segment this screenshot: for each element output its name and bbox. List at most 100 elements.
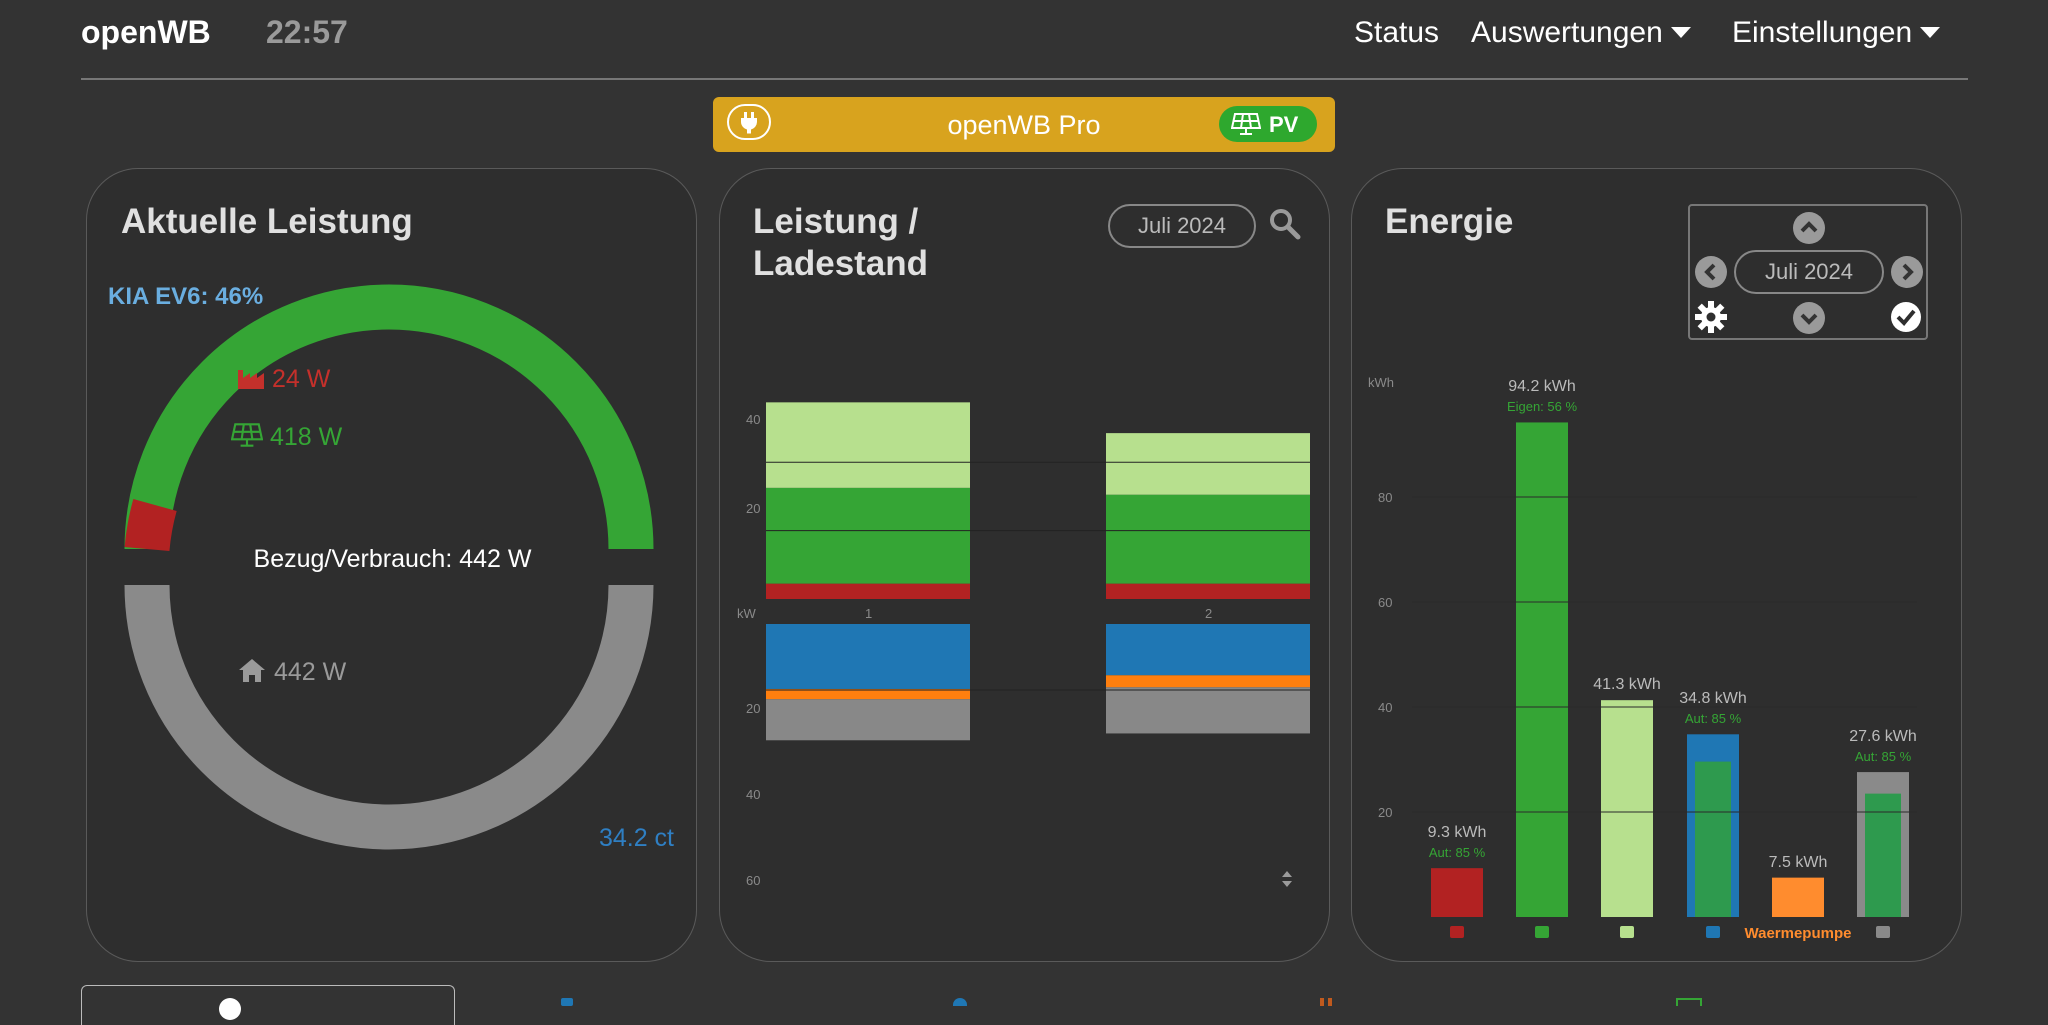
energy-bar-value: 7.5 kWh [1768, 853, 1828, 871]
nav-auswertungen-label: Auswertungen [1471, 16, 1663, 49]
energy-bar-share: Eigen: 56 % [1506, 399, 1578, 415]
pv-power: 418 W [231, 422, 342, 452]
y-tick-label: 80 [1378, 490, 1393, 505]
house-icon [1823, 925, 1943, 942]
y-tick-label: 40 [746, 787, 761, 802]
x-tick-label: 2 [1205, 606, 1213, 621]
vehicle-soc-label[interactable]: KIA EV6: 46% [108, 283, 264, 310]
tab-vehicle-icon[interactable] [953, 998, 967, 1006]
energy-bar-share: Aut: 85 % [1854, 749, 1912, 765]
power-bar-segment [1106, 433, 1310, 495]
consumption-summary: Bezug/Verbrauch: 442 W [253, 545, 532, 573]
y-tick-label: 40 [746, 412, 761, 427]
solar-panel-icon [1482, 925, 1602, 942]
house-icon [239, 659, 265, 682]
power-bar-segment [766, 583, 970, 599]
caret-down-icon [1670, 26, 1691, 38]
check-icon[interactable] [1889, 300, 1923, 334]
nav-einstellungen[interactable]: Einstellungen [1732, 16, 1941, 50]
current-power-panel: Aktuelle Leistung KIA EV6: 46% 24 W 418 … [86, 168, 697, 962]
chevron-down-icon[interactable] [1793, 302, 1825, 334]
energy-bar-share: Aut: 85 % [1684, 711, 1742, 727]
chevron-right-icon[interactable] [1891, 256, 1923, 288]
power-bar-segment [766, 402, 970, 488]
tab-charge-icon[interactable] [561, 998, 573, 1006]
nav-einstellungen-label: Einstellungen [1732, 16, 1913, 49]
power-bar-segment [766, 688, 970, 700]
brand-logo[interactable]: openWB [81, 14, 211, 50]
y-tick-label: 20 [1378, 805, 1393, 820]
energy-bar-value: 9.3 kWh [1427, 824, 1487, 842]
electricity-price: 34.2 ct [598, 824, 674, 852]
energy-bar[interactable] [1431, 868, 1483, 917]
energy-panel: Energie Juli 2024 kW [1351, 168, 1962, 962]
grid-power-value: 24 W [271, 365, 331, 393]
power-bar-chart [766, 402, 1310, 741]
energy-bar[interactable] [1516, 422, 1568, 917]
power-bar-segment [1106, 494, 1310, 584]
energy-bar[interactable] [1601, 700, 1653, 917]
panel-title: Aktuelle Leistung [121, 202, 413, 241]
clock: 22:57 [266, 14, 348, 50]
panel-title: Leistung / Ladestand [753, 201, 928, 285]
date-selector[interactable]: Juli 2024 [1108, 204, 1256, 248]
energy-bar-autarky [1865, 793, 1901, 917]
nav-status[interactable]: Status [1354, 16, 1439, 50]
energy-bar-value: 34.8 kWh [1679, 690, 1747, 708]
power-chart-panel: Leistung / Ladestand Juli 2024 40 20 kW … [719, 168, 1330, 962]
power-bar-segment [766, 699, 970, 741]
plug-button[interactable] [727, 104, 771, 140]
charge-mode-badge[interactable]: PV [1219, 106, 1317, 142]
chevron-up-icon[interactable] [1793, 212, 1825, 244]
gear-icon[interactable] [1694, 300, 1728, 334]
power-bar-segment [1106, 583, 1310, 599]
factory-icon [1397, 925, 1517, 942]
power-ring [124, 284, 654, 850]
category-label: Waermepumpe [1744, 925, 1852, 942]
y-tick-label: 20 [746, 701, 761, 716]
power-bar-segment [1106, 675, 1310, 688]
power-bar-segment [1106, 624, 1310, 676]
date-navigator: Juli 2024 [1688, 204, 1928, 340]
panel-title-line2: Ladestand [753, 244, 929, 283]
tab-active[interactable] [81, 985, 455, 1025]
pv-power-value: 418 W [269, 423, 343, 451]
search-icon[interactable] [1268, 207, 1302, 241]
export-globe-icon [1567, 925, 1687, 942]
x-tick-label: 1 [865, 606, 873, 621]
panel-title: Energie [1385, 202, 1514, 241]
power-bar-segment [766, 487, 970, 584]
header-divider [81, 78, 1968, 80]
sort-icon[interactable] [1280, 869, 1294, 889]
caret-down-icon [1920, 26, 1941, 38]
date-selector[interactable]: Juli 2024 [1734, 250, 1884, 294]
house-power-value: 442 W [273, 658, 347, 686]
energy-bar[interactable] [1772, 877, 1824, 917]
y-tick-label: 60 [1378, 595, 1393, 610]
y-tick-label: 40 [1378, 700, 1393, 715]
tab-pv-icon[interactable] [1676, 998, 1702, 1006]
axis-unit-label: kWh [1368, 375, 1394, 390]
chargepoint-banner[interactable]: openWB Pro PV [713, 97, 1335, 152]
tab-device-icon-part [1328, 998, 1332, 1006]
tab-icon [219, 998, 241, 1020]
nav-auswertungen[interactable]: Auswertungen [1471, 16, 1691, 50]
tab-device-icon[interactable] [1320, 998, 1324, 1006]
energy-bar-value: 41.3 kWh [1593, 676, 1661, 694]
y-tick-label: 20 [746, 501, 761, 516]
nav-status-label: Status [1354, 16, 1440, 49]
energy-bar-chart [1412, 422, 1917, 917]
factory-icon [238, 370, 264, 389]
charge-mode-label: PV [1269, 112, 1299, 137]
panel-title-line1: Leistung / [753, 202, 919, 241]
axis-unit-label: kW [737, 606, 756, 621]
solar-panel-icon [1231, 113, 1261, 135]
y-tick-label: 60 [746, 873, 761, 888]
power-bar-segment [766, 624, 970, 689]
plug-icon [741, 112, 757, 134]
energy-bar-value: 27.6 kWh [1849, 728, 1917, 746]
chargepoint-name: openWB Pro [947, 110, 1101, 140]
grid-power: 24 W [237, 365, 330, 394]
power-bar-segment [1106, 687, 1310, 734]
chevron-left-icon[interactable] [1695, 256, 1727, 288]
